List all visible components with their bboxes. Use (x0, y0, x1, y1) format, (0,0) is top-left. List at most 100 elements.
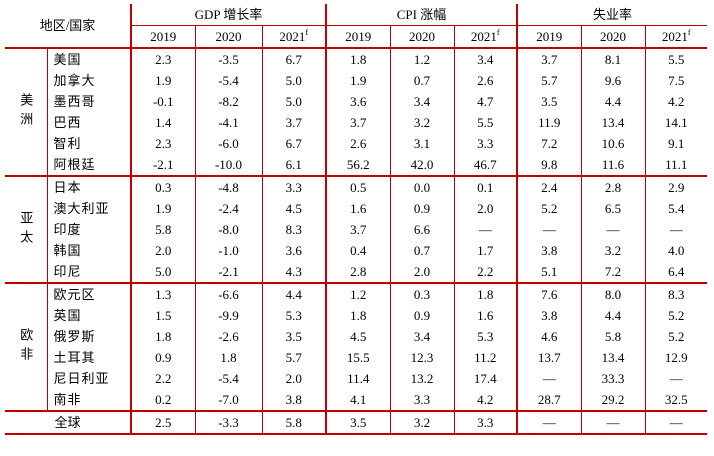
table-cell: 13.4 (580, 347, 645, 368)
table-cell: 8.0 (580, 282, 645, 305)
table-cell: 3.4 (389, 326, 454, 347)
table-cell: 2.8 (580, 175, 645, 198)
country-label: 阿根廷 (46, 154, 131, 176)
table-cell: 1.2 (389, 48, 454, 70)
table-cell: -2.1 (130, 154, 195, 176)
table-cell: 1.9 (130, 70, 195, 91)
table-cell: 3.3 (453, 133, 517, 154)
table-cell: 1.3 (130, 282, 195, 305)
table-cell: -1.0 (194, 240, 262, 261)
year-header: 2020 (580, 25, 645, 49)
table-cell: 3.5 (261, 326, 326, 347)
table-cell: -10.0 (194, 154, 262, 176)
table-cell: 11.9 (516, 112, 581, 133)
table-cell: 4.7 (453, 91, 517, 112)
country-label: 智利 (46, 133, 131, 154)
table-cell: 0.9 (389, 198, 454, 219)
table-cell: 5.0 (261, 91, 326, 112)
table-cell: 5.2 (644, 326, 707, 347)
country-label: 南非 (46, 389, 131, 411)
table-cell: 5.8 (130, 219, 195, 240)
table-cell: 0.3 (389, 282, 454, 305)
table-cell: 1.9 (325, 70, 390, 91)
table-cell: 1.6 (325, 198, 390, 219)
table-cell: -4.1 (194, 112, 262, 133)
table-row: 加拿大 1.9 -5.4 5.0 1.9 0.7 2.6 5.7 9.6 7.5 (5, 70, 707, 91)
table-cell: 4.2 (644, 91, 707, 112)
country-label: 欧元区 (46, 282, 131, 305)
region-label: 亚太 (5, 175, 47, 283)
table-cell: -3.3 (194, 410, 262, 435)
global-row: 全球 2.5 -3.3 5.8 3.5 3.2 3.3— — — (5, 410, 707, 435)
table-cell: -7.0 (194, 389, 262, 411)
year-header: 2019 (325, 25, 390, 49)
table-cell: 3.7 (325, 219, 390, 240)
country-label: 俄罗斯 (46, 326, 131, 347)
table-cell: 4.1 (325, 389, 390, 411)
table-cell: 6.1 (261, 154, 326, 176)
table-cell: 5.5 (453, 112, 517, 133)
table-cell: 8.1 (580, 48, 645, 70)
table-cell: -5.4 (194, 70, 262, 91)
table-cell: 9.6 (580, 70, 645, 91)
table-cell: -4.8 (194, 175, 262, 198)
table-row: 尼日利亚 2.2 -5.4 2.0 11.4 13.2 17.4—33.3— (5, 368, 707, 389)
table-cell: -9.9 (194, 305, 262, 326)
year-header: 2021f (453, 25, 517, 49)
table-cell: 1.9 (130, 198, 195, 219)
table-cell: 56.2 (325, 154, 390, 176)
country-label: 澳大利亚 (46, 198, 131, 219)
table-cell: 3.7 (325, 112, 390, 133)
table-cell: 5.8 (580, 326, 645, 347)
table-row: 韩国 2.0 -1.0 3.6 0.4 0.7 1.7 3.8 3.2 4.0 (5, 240, 707, 261)
table-cell: 1.8 (325, 305, 390, 326)
table-cell: -6.6 (194, 282, 262, 305)
table-cell: 0.4 (325, 240, 390, 261)
country-label: 印度 (46, 219, 131, 240)
table-cell: — (580, 219, 645, 240)
table-cell: 11.6 (580, 154, 645, 176)
table-cell: 5.7 (261, 347, 326, 368)
table-cell: 5.4 (644, 198, 707, 219)
table-cell: 6.7 (261, 48, 326, 70)
table-cell: 5.5 (644, 48, 707, 70)
region-country-header: 地区/国家 (5, 4, 131, 49)
table-row: 墨西哥 -0.1 -8.2 5.0 3.6 3.4 4.7 3.5 4.4 4.2 (5, 91, 707, 112)
table-cell: -2.4 (194, 198, 262, 219)
unemployment-group-header: 失业率 (516, 4, 707, 26)
table-cell: 4.2 (453, 389, 517, 411)
table-cell: 9.1 (644, 133, 707, 154)
table-cell: 0.0 (389, 175, 454, 198)
table-cell: 0.9 (389, 305, 454, 326)
table-cell: 0.3 (130, 175, 195, 198)
table-row: 欧非 欧元区 1.3 -6.6 4.4 1.2 0.3 1.8 7.6 8.0 8.3 (5, 282, 707, 411)
table-cell: — (644, 219, 707, 240)
table-cell: 4.4 (580, 305, 645, 326)
table-cell: -8.2 (194, 91, 262, 112)
table-cell: 6.4 (644, 261, 707, 283)
table-cell: 3.6 (325, 91, 390, 112)
table-cell: 3.2 (389, 410, 454, 435)
table-cell: 8.3 (261, 219, 326, 240)
table-cell: 12.3 (389, 347, 454, 368)
gdp-group-header: GDP 增长率 (130, 4, 326, 26)
table-cell: 10.6 (580, 133, 645, 154)
table-cell: 3.8 (516, 305, 581, 326)
table-cell: 2.8 (325, 261, 390, 283)
table-cell: — (516, 410, 581, 435)
table-cell: 3.3 (453, 410, 517, 435)
table-cell: 5.7 (516, 70, 581, 91)
country-label: 巴西 (46, 112, 131, 133)
table-cell: 2.9 (644, 175, 707, 198)
table-cell: 2.5 (130, 410, 195, 435)
country-label: 墨西哥 (46, 91, 131, 112)
table-cell: 3.2 (389, 112, 454, 133)
table-cell: 3.8 (261, 389, 326, 411)
table-cell: 1.4 (130, 112, 195, 133)
table-cell: 7.2 (580, 261, 645, 283)
table-cell: 13.2 (389, 368, 454, 389)
table-cell: — (644, 368, 707, 389)
table-cell: 2.0 (130, 240, 195, 261)
table-row: 土耳其 0.9 1.8 5.7 15.5 12.3 11.2 13.7 13.4 12.9 (5, 347, 707, 368)
table-cell: 3.8 (516, 240, 581, 261)
